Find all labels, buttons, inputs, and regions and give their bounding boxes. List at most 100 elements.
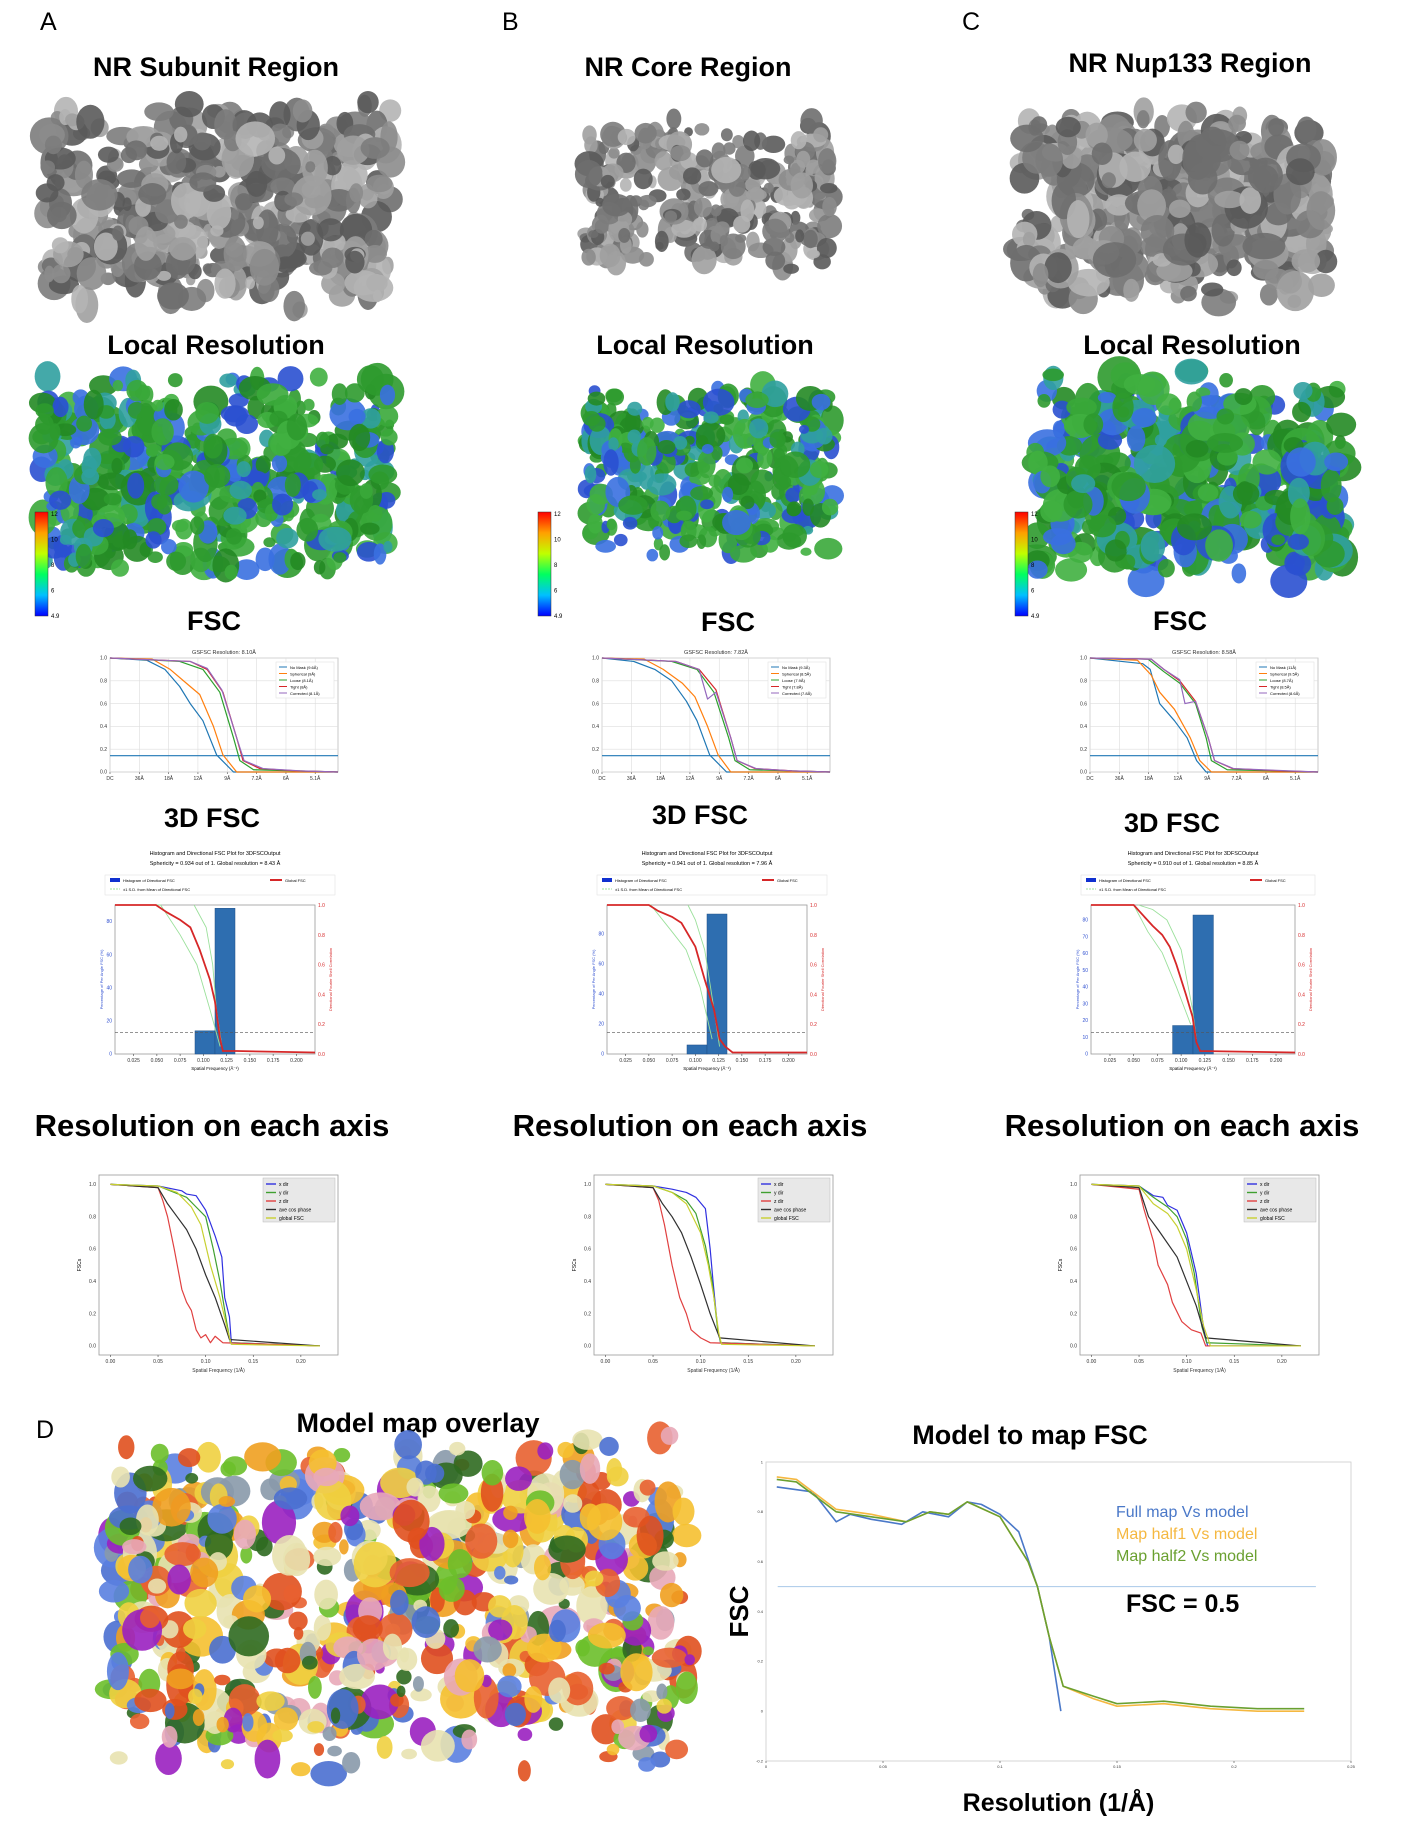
density-blob [203,433,223,459]
density-blob [642,1690,662,1703]
legend-swatch-histogram [602,878,612,882]
density-blob [749,418,769,439]
density-blob [1296,116,1317,143]
density-blob [206,197,232,230]
density-blob [783,533,796,542]
chart-title: Histogram and Directional FSC Plot for 3… [1128,851,1259,857]
density-blob [268,543,292,575]
density-blob [140,1607,161,1629]
density-blob [771,483,785,500]
density-blob [46,174,65,192]
histogram-bar [686,1044,708,1055]
y-tick-label: 1.0 [100,656,107,662]
x-axis-label: Resolution (1/Å) [963,1788,1155,1817]
density-blob [641,416,654,430]
local-resolution-map-a [28,361,405,583]
density-blob [800,547,812,556]
density-blob [806,159,821,174]
colorbar-a: 12 10 8 6 4.9 [34,511,60,620]
density-blob [821,498,839,516]
y-tick-label: 60 [598,961,604,967]
density-blob [503,1505,518,1521]
y-tick-label: 60 [106,952,112,958]
density-blob [785,487,802,503]
density-blob [167,373,183,388]
density-blob [270,177,296,196]
panel-a-fsc-title: FSC [187,606,241,636]
x-tick-label: 0.1 [997,1764,1003,1769]
density-blob [1286,552,1312,576]
density-blob [1097,430,1123,450]
density-blob [272,493,294,516]
density-blob [664,210,678,223]
density-blob [40,160,56,175]
density-blob [65,113,80,127]
x-tick-label: 0.200 [1270,1058,1283,1064]
density-blob [636,221,649,238]
density-blob [1201,282,1224,297]
density-blob [582,410,601,427]
y-right-tick-label: 0.8 [1298,933,1305,939]
density-blob [1030,116,1048,133]
x-tick-label: 0.075 [1151,1058,1164,1064]
density-blob [548,1677,571,1704]
density-blob [1259,283,1278,306]
density-blob [110,559,130,577]
y-right-tick-label: 0.4 [318,992,325,998]
density-blob [312,489,327,501]
density-blob [563,1494,583,1513]
y-tick-label: 0.2 [89,1311,96,1317]
density-blob [697,450,716,479]
density-blob [307,1675,322,1699]
legend-label: Full map Vs model [1116,1504,1249,1521]
y-tick-label: 80 [106,919,112,925]
y-tick-label: 0.2 [1080,747,1087,753]
density-blob [740,495,755,510]
x-tick-label: 36Å [1115,775,1125,782]
density-blob [618,227,631,243]
series-line-3 [605,1183,815,1347]
density-blob [504,1575,519,1585]
density-blob [394,1430,422,1460]
density-blob [373,543,387,565]
density-blob [209,1635,236,1664]
colorbar-scale [1014,511,1029,617]
density-blob [122,197,132,212]
density-blob [144,102,174,122]
x-tick-label: 0.075 [666,1058,679,1064]
density-blob [134,1688,167,1713]
density-blob [81,455,98,479]
density-blob [349,183,364,203]
legend-label: Loose (8.7Å) [1270,678,1294,683]
density-blob [45,467,68,499]
density-blob [81,179,118,211]
density-blob [598,1662,615,1675]
series-line-2 [605,1183,815,1347]
legend-label: global FSC [774,1216,799,1222]
density-blob [1136,110,1150,129]
local-resolution-map-b [577,371,844,565]
density-blob [548,1717,564,1731]
density-blob [719,235,728,247]
y-tick-label: 0.0 [1080,770,1087,776]
y-tick-label: 0.8 [592,678,599,684]
density-blob [170,182,202,219]
density-blob [51,264,71,284]
panel-label-c: C [962,8,981,36]
density-blob [784,232,795,244]
histogram-bar [214,908,236,1055]
density-blob [348,423,371,452]
density-blob [313,1546,342,1567]
histogram-bar [1192,914,1214,1055]
threshold-annotation: FSC = 0.5 [1126,1590,1239,1618]
y-tick-label: 40 [106,985,112,991]
y-axis-label: FSC [724,1585,754,1637]
density-blob [1131,408,1157,428]
density-blob [1055,116,1081,138]
density-blob [1104,539,1127,562]
density-blob [1185,439,1209,458]
x-tick-label: 0.150 [1222,1058,1235,1064]
density-blob [1306,191,1336,231]
legend-label: Map half1 Vs model [1116,1526,1257,1543]
density-blob [557,1441,574,1458]
